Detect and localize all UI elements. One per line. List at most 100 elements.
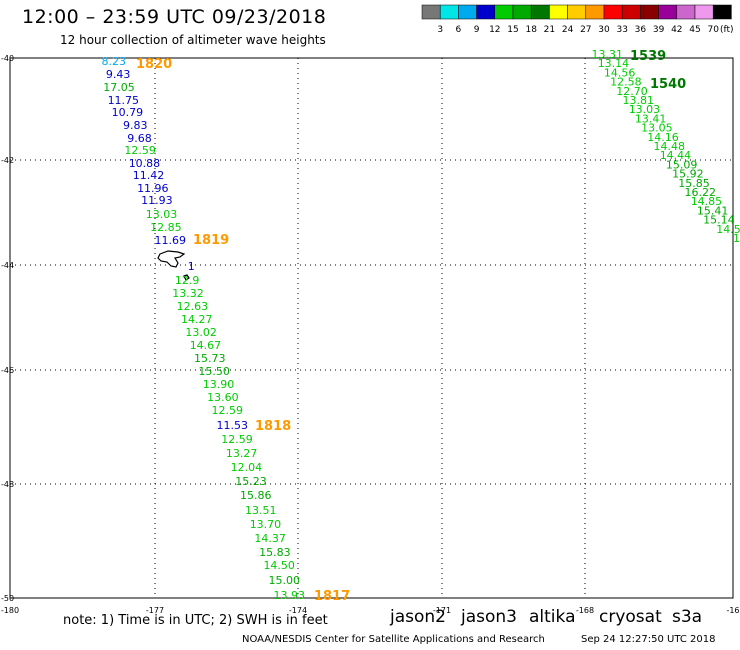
- colorbar-tick-label: 6: [456, 25, 462, 35]
- x-tick-label: -168: [576, 606, 594, 615]
- wave-height-label: 13.14: [598, 57, 630, 70]
- wave-height-label: 15.85: [678, 177, 710, 190]
- colorbar-tick-label: 45: [689, 25, 700, 35]
- pass-label: 1817: [314, 589, 350, 604]
- colorbar-swatch: [494, 4, 514, 20]
- colorbar-swatch: [567, 4, 587, 20]
- colorbar-tick-label: 27: [580, 25, 591, 35]
- wave-height-label: 12.9: [175, 274, 200, 287]
- legend-cryosat: cryosat: [599, 607, 662, 627]
- y-tick-label: -42: [1, 156, 14, 165]
- colorbar-tick-label: 30: [598, 25, 610, 35]
- wave-height-label: 9.68: [127, 132, 152, 145]
- pass-label: 1819: [193, 233, 229, 248]
- colorbar-tick-label: 39: [653, 25, 665, 35]
- wave-height-label: 11.75: [108, 94, 140, 107]
- pass-label: 1820: [136, 57, 172, 72]
- legend-s3a: s3a: [672, 607, 703, 627]
- colorbar-swatch: [621, 4, 641, 20]
- colorbar-tick-label: 70: [707, 25, 719, 35]
- wave-height-label: 10.88: [129, 157, 161, 170]
- legend-jason3: jason3: [461, 607, 517, 627]
- footer-timestamp: Sep 24 12:27:50 UTC 2018: [581, 634, 716, 645]
- wave-height-label: 14.67: [190, 339, 222, 352]
- wave-height-label: 8.23: [102, 55, 127, 68]
- wave-height-label: 9.83: [123, 119, 148, 132]
- y-tick-label: -46: [1, 366, 14, 375]
- wave-height-label: 12.85: [150, 221, 182, 234]
- wave-height-label: 13.51: [245, 504, 277, 517]
- colorbar-swatch: [658, 4, 678, 20]
- colorbar-tick-label: 9: [474, 25, 480, 35]
- wave-height-label: 14.48: [654, 140, 686, 153]
- map-frame: [9, 57, 734, 599]
- colorbar-swatch: [476, 4, 496, 20]
- wave-height-label: 15.92: [672, 168, 704, 181]
- wave-height-label: 13.03: [146, 208, 178, 221]
- wave-height-label: 15.41: [697, 204, 729, 217]
- colorbar-swatch: [458, 4, 477, 20]
- wave-height-label: 13.31: [592, 48, 624, 61]
- wave-height-label: 9.43: [106, 68, 131, 81]
- island-outline: [157, 250, 190, 281]
- pass-label: 1818: [255, 419, 291, 434]
- wave-height-label: 12.59: [124, 144, 156, 157]
- wave-height-label: 17.05: [103, 81, 135, 94]
- wave-height-label: 14.5: [716, 223, 740, 236]
- wave-height-label: 13.03: [629, 103, 661, 116]
- colorbar-swatch: [694, 4, 714, 20]
- wave-height-label: 14.16: [647, 131, 679, 144]
- wave-height-label: 13.32: [172, 287, 204, 300]
- x-tick-label: -171: [433, 606, 451, 615]
- wave-height-label: 1: [188, 260, 195, 273]
- footer-credit: NOAA/NESDIS Center for Satellite Applica…: [242, 634, 545, 645]
- wave-height-label: 15.09: [666, 158, 698, 171]
- wave-height-label: 15.14: [703, 214, 735, 227]
- wave-height-label: 12.59: [211, 404, 243, 417]
- wave-height-label: 14.27: [181, 313, 213, 326]
- wave-height-label: 13.70: [250, 518, 282, 531]
- wave-height-label: 13.93: [274, 589, 306, 602]
- wave-height-label: 14.37: [254, 532, 286, 545]
- wave-height-label: 11.96: [137, 182, 169, 195]
- wave-height-label: 15.73: [194, 352, 226, 365]
- colorbar-swatch: [585, 4, 605, 20]
- colorbar: 3 6 9 12 15 18 21 24 27 30 33 36 39 42 45 70 (ft): [421, 4, 734, 35]
- wave-height-label: 10.79: [112, 106, 144, 119]
- colorbar-unit: (ft): [720, 25, 734, 35]
- wave-height-label: 14.56: [604, 66, 636, 79]
- colorbar-tick-label: 15: [507, 25, 518, 35]
- colorbar-tick-label: 3: [437, 25, 443, 35]
- wave-height-label: 12.63: [177, 300, 209, 313]
- wave-height-label: 16.22: [685, 186, 717, 199]
- colorbar-swatch: [676, 4, 696, 20]
- wave-height-label: 13.81: [623, 94, 655, 107]
- colorbar-swatch: [603, 4, 623, 20]
- wave-height-label: 11.42: [133, 169, 165, 182]
- pass-label: 1539: [630, 49, 666, 64]
- colorbar-tick-label: 42: [671, 25, 682, 35]
- wave-height-label: 15.83: [259, 546, 291, 559]
- wave-height-label: 13.05: [641, 122, 673, 135]
- colorbar-tick-label: 33: [616, 25, 627, 35]
- colorbar-swatch: [421, 4, 441, 20]
- colorbar-swatch: [640, 4, 659, 20]
- wave-height-label: 11.53: [217, 419, 249, 432]
- x-tick-label: -180: [1, 606, 19, 615]
- colorbar-swatch: [512, 4, 532, 20]
- wave-height-label: 14: [733, 232, 740, 245]
- colorbar-tick-label: 21: [544, 25, 555, 35]
- wave-height-label: 13.41: [635, 112, 667, 125]
- colorbar-swatch: [439, 4, 459, 20]
- wave-height-label: 15.50: [198, 365, 230, 378]
- y-tick-label: -48: [1, 480, 14, 489]
- wave-height-label: 11.93: [141, 194, 173, 207]
- wave-height-label: 14.44: [660, 149, 692, 162]
- wave-height-label: 14.50: [263, 559, 295, 572]
- wave-height-label: 12.04: [231, 461, 263, 474]
- wave-height-label: 14.85: [691, 195, 723, 208]
- wave-height-label: 13.02: [185, 326, 217, 339]
- y-tick-label: -44: [1, 261, 14, 270]
- wave-height-label: 15.86: [240, 489, 272, 502]
- y-tick-label: -50: [1, 594, 14, 603]
